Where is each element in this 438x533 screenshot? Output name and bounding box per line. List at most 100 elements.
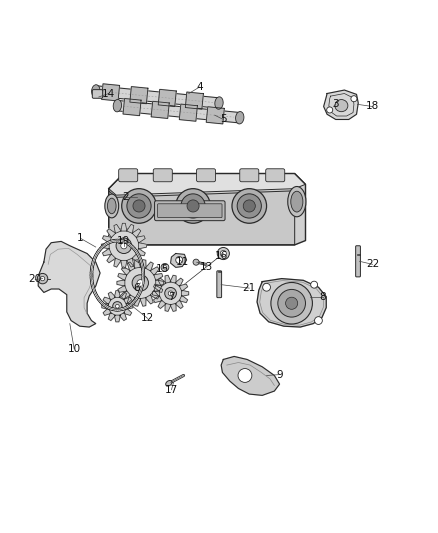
Text: 16: 16 xyxy=(215,251,228,261)
Polygon shape xyxy=(102,236,111,243)
Circle shape xyxy=(122,189,156,223)
Text: 13: 13 xyxy=(199,262,213,271)
Polygon shape xyxy=(127,262,135,271)
Text: 11: 11 xyxy=(176,257,189,267)
Polygon shape xyxy=(117,100,240,123)
Text: 4: 4 xyxy=(196,82,203,92)
Text: 12: 12 xyxy=(141,313,154,324)
Polygon shape xyxy=(114,224,121,233)
Polygon shape xyxy=(138,243,146,249)
Text: 15: 15 xyxy=(156,264,170,273)
Polygon shape xyxy=(324,90,358,119)
Text: 8: 8 xyxy=(319,292,326,302)
Circle shape xyxy=(137,280,144,286)
Polygon shape xyxy=(103,308,111,316)
FancyBboxPatch shape xyxy=(153,169,172,182)
Circle shape xyxy=(106,229,141,263)
Text: 7: 7 xyxy=(168,292,175,302)
Polygon shape xyxy=(134,297,141,306)
Text: 20: 20 xyxy=(28,274,42,285)
Polygon shape xyxy=(150,266,159,276)
Circle shape xyxy=(176,189,210,223)
Circle shape xyxy=(113,302,122,311)
Circle shape xyxy=(168,291,173,296)
Polygon shape xyxy=(123,99,141,116)
Polygon shape xyxy=(257,279,326,327)
Polygon shape xyxy=(121,290,131,299)
Circle shape xyxy=(187,200,199,212)
Text: 1: 1 xyxy=(77,233,84,244)
Circle shape xyxy=(163,265,167,269)
Circle shape xyxy=(237,194,261,218)
Polygon shape xyxy=(150,290,159,299)
Polygon shape xyxy=(114,290,120,297)
Polygon shape xyxy=(154,295,162,303)
Polygon shape xyxy=(119,292,127,300)
Polygon shape xyxy=(170,254,187,268)
Polygon shape xyxy=(175,278,183,287)
Polygon shape xyxy=(114,258,121,267)
Polygon shape xyxy=(154,273,163,280)
Circle shape xyxy=(278,289,305,317)
Text: 5: 5 xyxy=(220,115,226,125)
Polygon shape xyxy=(165,275,171,283)
Text: 10: 10 xyxy=(67,344,81,354)
Polygon shape xyxy=(132,229,141,238)
Ellipse shape xyxy=(166,381,172,386)
Ellipse shape xyxy=(113,100,122,112)
Text: 3: 3 xyxy=(332,99,339,109)
Circle shape xyxy=(286,297,298,309)
Polygon shape xyxy=(134,260,141,268)
Polygon shape xyxy=(121,266,131,276)
Circle shape xyxy=(351,96,357,102)
Text: 2: 2 xyxy=(123,192,129,203)
Circle shape xyxy=(116,238,132,254)
Ellipse shape xyxy=(215,97,223,109)
FancyBboxPatch shape xyxy=(217,271,222,297)
Polygon shape xyxy=(152,290,159,296)
FancyBboxPatch shape xyxy=(240,169,259,182)
Circle shape xyxy=(37,273,48,284)
FancyBboxPatch shape xyxy=(356,246,360,277)
FancyBboxPatch shape xyxy=(92,90,102,98)
Circle shape xyxy=(122,265,159,301)
Polygon shape xyxy=(145,262,153,271)
Polygon shape xyxy=(158,278,166,287)
Polygon shape xyxy=(170,275,176,283)
FancyBboxPatch shape xyxy=(119,169,138,182)
Polygon shape xyxy=(121,223,127,231)
Circle shape xyxy=(220,251,226,256)
Ellipse shape xyxy=(288,187,306,217)
Circle shape xyxy=(127,194,151,218)
Polygon shape xyxy=(108,312,116,320)
Polygon shape xyxy=(170,303,176,311)
Circle shape xyxy=(132,274,148,291)
Ellipse shape xyxy=(236,111,244,124)
Circle shape xyxy=(133,200,145,212)
Polygon shape xyxy=(179,104,198,121)
Ellipse shape xyxy=(107,198,116,214)
Ellipse shape xyxy=(105,194,119,218)
Circle shape xyxy=(263,284,270,291)
Polygon shape xyxy=(136,236,145,243)
Polygon shape xyxy=(221,357,279,395)
Polygon shape xyxy=(109,191,295,245)
Polygon shape xyxy=(118,273,127,280)
Polygon shape xyxy=(118,285,127,292)
Polygon shape xyxy=(154,285,163,292)
Circle shape xyxy=(176,256,183,263)
Polygon shape xyxy=(182,290,189,296)
Polygon shape xyxy=(114,315,120,322)
Polygon shape xyxy=(132,254,141,263)
Circle shape xyxy=(243,200,255,212)
Polygon shape xyxy=(175,300,183,309)
Polygon shape xyxy=(206,107,224,124)
Polygon shape xyxy=(127,224,134,233)
Polygon shape xyxy=(185,92,203,109)
Circle shape xyxy=(158,280,184,306)
Polygon shape xyxy=(140,260,146,268)
Circle shape xyxy=(193,259,199,265)
Circle shape xyxy=(161,263,169,271)
Text: 19: 19 xyxy=(117,236,131,246)
Polygon shape xyxy=(102,303,109,309)
